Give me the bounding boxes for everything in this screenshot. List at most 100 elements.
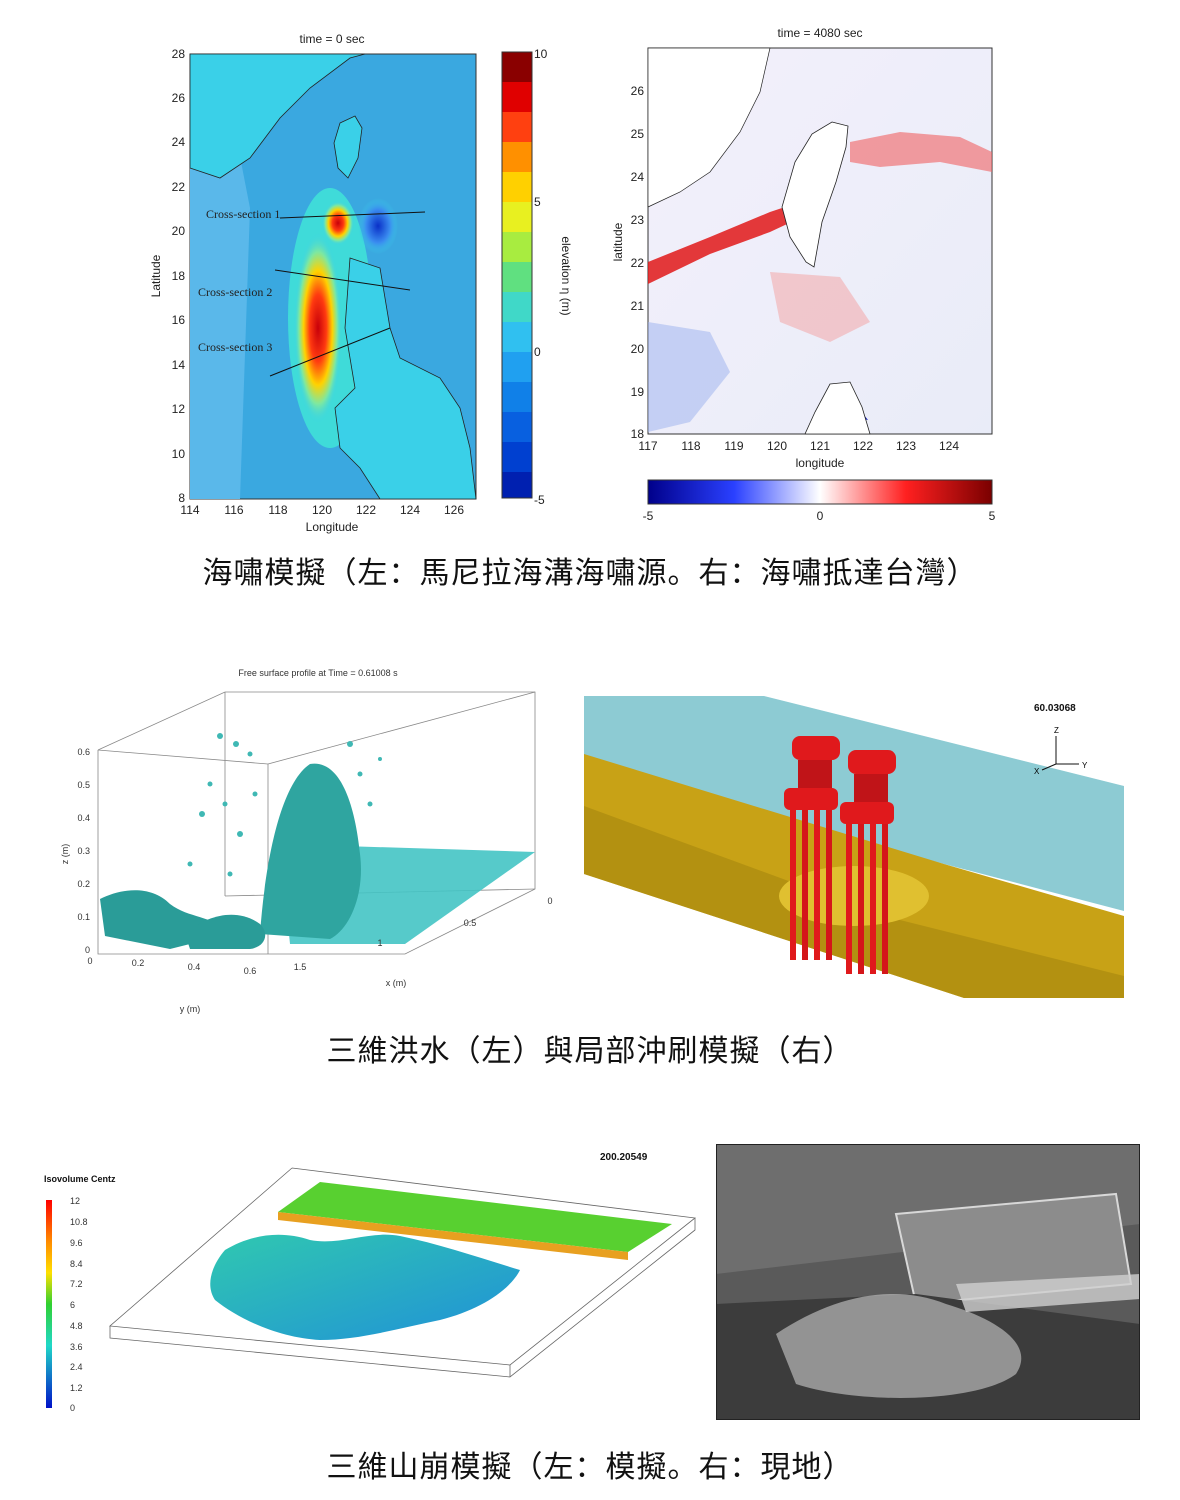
svg-text:26: 26 bbox=[631, 84, 645, 98]
svg-text:121: 121 bbox=[810, 439, 830, 453]
svg-text:26: 26 bbox=[172, 91, 186, 105]
svg-text:20: 20 bbox=[172, 224, 186, 238]
svg-text:0.2: 0.2 bbox=[132, 958, 145, 968]
colorbar-tick-minus5: -5 bbox=[534, 493, 545, 506]
svg-text:12: 12 bbox=[70, 1196, 80, 1206]
svg-text:28: 28 bbox=[172, 47, 186, 61]
svg-text:8: 8 bbox=[178, 491, 185, 505]
left-map-title: time = 0 sec bbox=[299, 32, 364, 46]
flood-zlabel: z (m) bbox=[60, 844, 70, 865]
svg-text:6: 6 bbox=[70, 1300, 75, 1310]
svg-text:0.4: 0.4 bbox=[77, 813, 90, 823]
left-map-xlabel: Longitude bbox=[306, 520, 359, 534]
right-colorbar bbox=[647, 479, 993, 505]
svg-text:22: 22 bbox=[172, 180, 186, 194]
svg-text:0: 0 bbox=[70, 1403, 75, 1413]
cross-section-2: Cross-section 2 bbox=[198, 285, 272, 299]
east-wave-band bbox=[850, 132, 992, 172]
svg-text:1.2: 1.2 bbox=[70, 1383, 83, 1393]
positive-wave bbox=[294, 233, 342, 423]
landslide-deposit bbox=[210, 1234, 521, 1340]
svg-text:18: 18 bbox=[172, 269, 186, 283]
svg-text:2.4: 2.4 bbox=[70, 1362, 83, 1372]
svg-text:119: 119 bbox=[724, 439, 743, 453]
flood-y-ticks: 0 0.2 0.4 0.6 bbox=[87, 956, 256, 976]
flood-plot-title: Free surface profile at Time = 0.61008 s bbox=[238, 668, 398, 678]
axis-triad-icon bbox=[1041, 736, 1079, 771]
svg-text:117: 117 bbox=[638, 439, 657, 453]
svg-text:0.1: 0.1 bbox=[77, 912, 90, 922]
svg-text:0.6: 0.6 bbox=[77, 747, 90, 757]
svg-text:0.4: 0.4 bbox=[188, 962, 201, 972]
svg-text:22: 22 bbox=[631, 256, 645, 270]
svg-text:20: 20 bbox=[631, 342, 645, 356]
positive-wave-north bbox=[322, 201, 354, 245]
svg-text:18: 18 bbox=[631, 427, 645, 441]
svg-text:0.5: 0.5 bbox=[77, 780, 90, 790]
svg-text:12: 12 bbox=[172, 402, 186, 416]
colorbar-steps bbox=[502, 52, 532, 498]
svg-text:116: 116 bbox=[224, 503, 243, 517]
right-map-x-ticks: 117 118 119 120 121 122 123 124 bbox=[638, 439, 959, 453]
svg-text:0.6: 0.6 bbox=[244, 966, 257, 976]
svg-text:0: 0 bbox=[87, 956, 92, 966]
right-colorbar-tick-max: 5 bbox=[989, 509, 996, 523]
svg-text:10.8: 10.8 bbox=[70, 1217, 88, 1227]
tsunami-source-colorbar: 10 5 0 -5 elevation η (m) bbox=[501, 47, 573, 506]
right-map-xlabel: longitude bbox=[796, 456, 845, 470]
svg-text:7.2: 7.2 bbox=[70, 1279, 83, 1289]
svg-text:4.8: 4.8 bbox=[70, 1321, 83, 1331]
svg-text:8.4: 8.4 bbox=[70, 1259, 83, 1269]
colorbar-label: elevation η (m) bbox=[559, 236, 573, 315]
tsunami-arrival-map: time = 4080 sec 26 25 24 23 22 21 20 19 … bbox=[611, 26, 996, 523]
south-wave-patch bbox=[770, 272, 870, 342]
svg-text:122: 122 bbox=[853, 439, 873, 453]
flood-xlabel: x (m) bbox=[386, 978, 407, 988]
scour-time-label: 60.03068 bbox=[1034, 703, 1076, 714]
svg-text:124: 124 bbox=[400, 503, 420, 517]
scour-hole bbox=[779, 866, 929, 926]
flood-splash-dome bbox=[260, 763, 361, 939]
cross-section-lines bbox=[269, 211, 426, 377]
svg-text:0.3: 0.3 bbox=[77, 846, 90, 856]
svg-text:0.5: 0.5 bbox=[464, 918, 477, 928]
landslide-caption: 三維山崩模擬（左：模擬。右：現地） bbox=[326, 1450, 854, 1485]
china-coast-right bbox=[647, 47, 771, 208]
axis-z-label: Z bbox=[1054, 726, 1059, 735]
svg-text:122: 122 bbox=[356, 503, 376, 517]
landslide-domain-box bbox=[109, 1167, 696, 1378]
colorbar-tick-0: 0 bbox=[534, 345, 541, 359]
svg-text:24: 24 bbox=[172, 135, 186, 149]
landslide-source-edge bbox=[278, 1212, 628, 1260]
negative-wave bbox=[358, 198, 398, 254]
svg-text:126: 126 bbox=[444, 503, 464, 517]
landslide-simulation: Isovolume Centz 12 10.8 9.6 8.4 7.2 6 4.… bbox=[44, 1152, 696, 1413]
colorbar-tick-10: 10 bbox=[534, 47, 548, 61]
svg-text:3.6: 3.6 bbox=[70, 1342, 83, 1352]
left-map-x-ticks: 114 116 118 120 122 124 126 bbox=[180, 503, 464, 517]
svg-text:14: 14 bbox=[172, 358, 186, 372]
svg-text:123: 123 bbox=[896, 439, 916, 453]
taiwan-island bbox=[333, 115, 363, 179]
left-map-ylabel: Latitude bbox=[149, 254, 163, 297]
flood-caption: 三維洪水（左）與局部沖刷模擬（右） bbox=[326, 1034, 854, 1069]
bridge-pier-right bbox=[840, 750, 896, 974]
cross-section-3: Cross-section 3 bbox=[198, 340, 272, 354]
philippines bbox=[334, 257, 477, 500]
taiwan-island-right bbox=[781, 121, 849, 268]
luzon-north bbox=[804, 381, 871, 435]
right-map-y-ticks: 26 25 24 23 22 21 20 19 18 bbox=[631, 84, 645, 441]
svg-text:9.6: 9.6 bbox=[70, 1238, 83, 1248]
svg-text:0: 0 bbox=[547, 896, 552, 906]
svg-text:114: 114 bbox=[180, 503, 199, 517]
svg-text:0.2: 0.2 bbox=[77, 879, 90, 889]
svg-text:1.5: 1.5 bbox=[294, 962, 307, 972]
svg-text:19: 19 bbox=[631, 385, 645, 399]
flood-z-ticks: 0.6 0.5 0.4 0.3 0.2 0.1 0 bbox=[77, 747, 90, 955]
flood-free-surface-plot: Free surface profile at Time = 0.61008 s… bbox=[60, 668, 553, 1014]
svg-text:16: 16 bbox=[172, 313, 186, 327]
svg-text:23: 23 bbox=[631, 213, 645, 227]
flood-droplets bbox=[187, 733, 382, 877]
landslide-source-slab bbox=[278, 1182, 672, 1252]
isovolume-legend-bar bbox=[46, 1200, 52, 1408]
